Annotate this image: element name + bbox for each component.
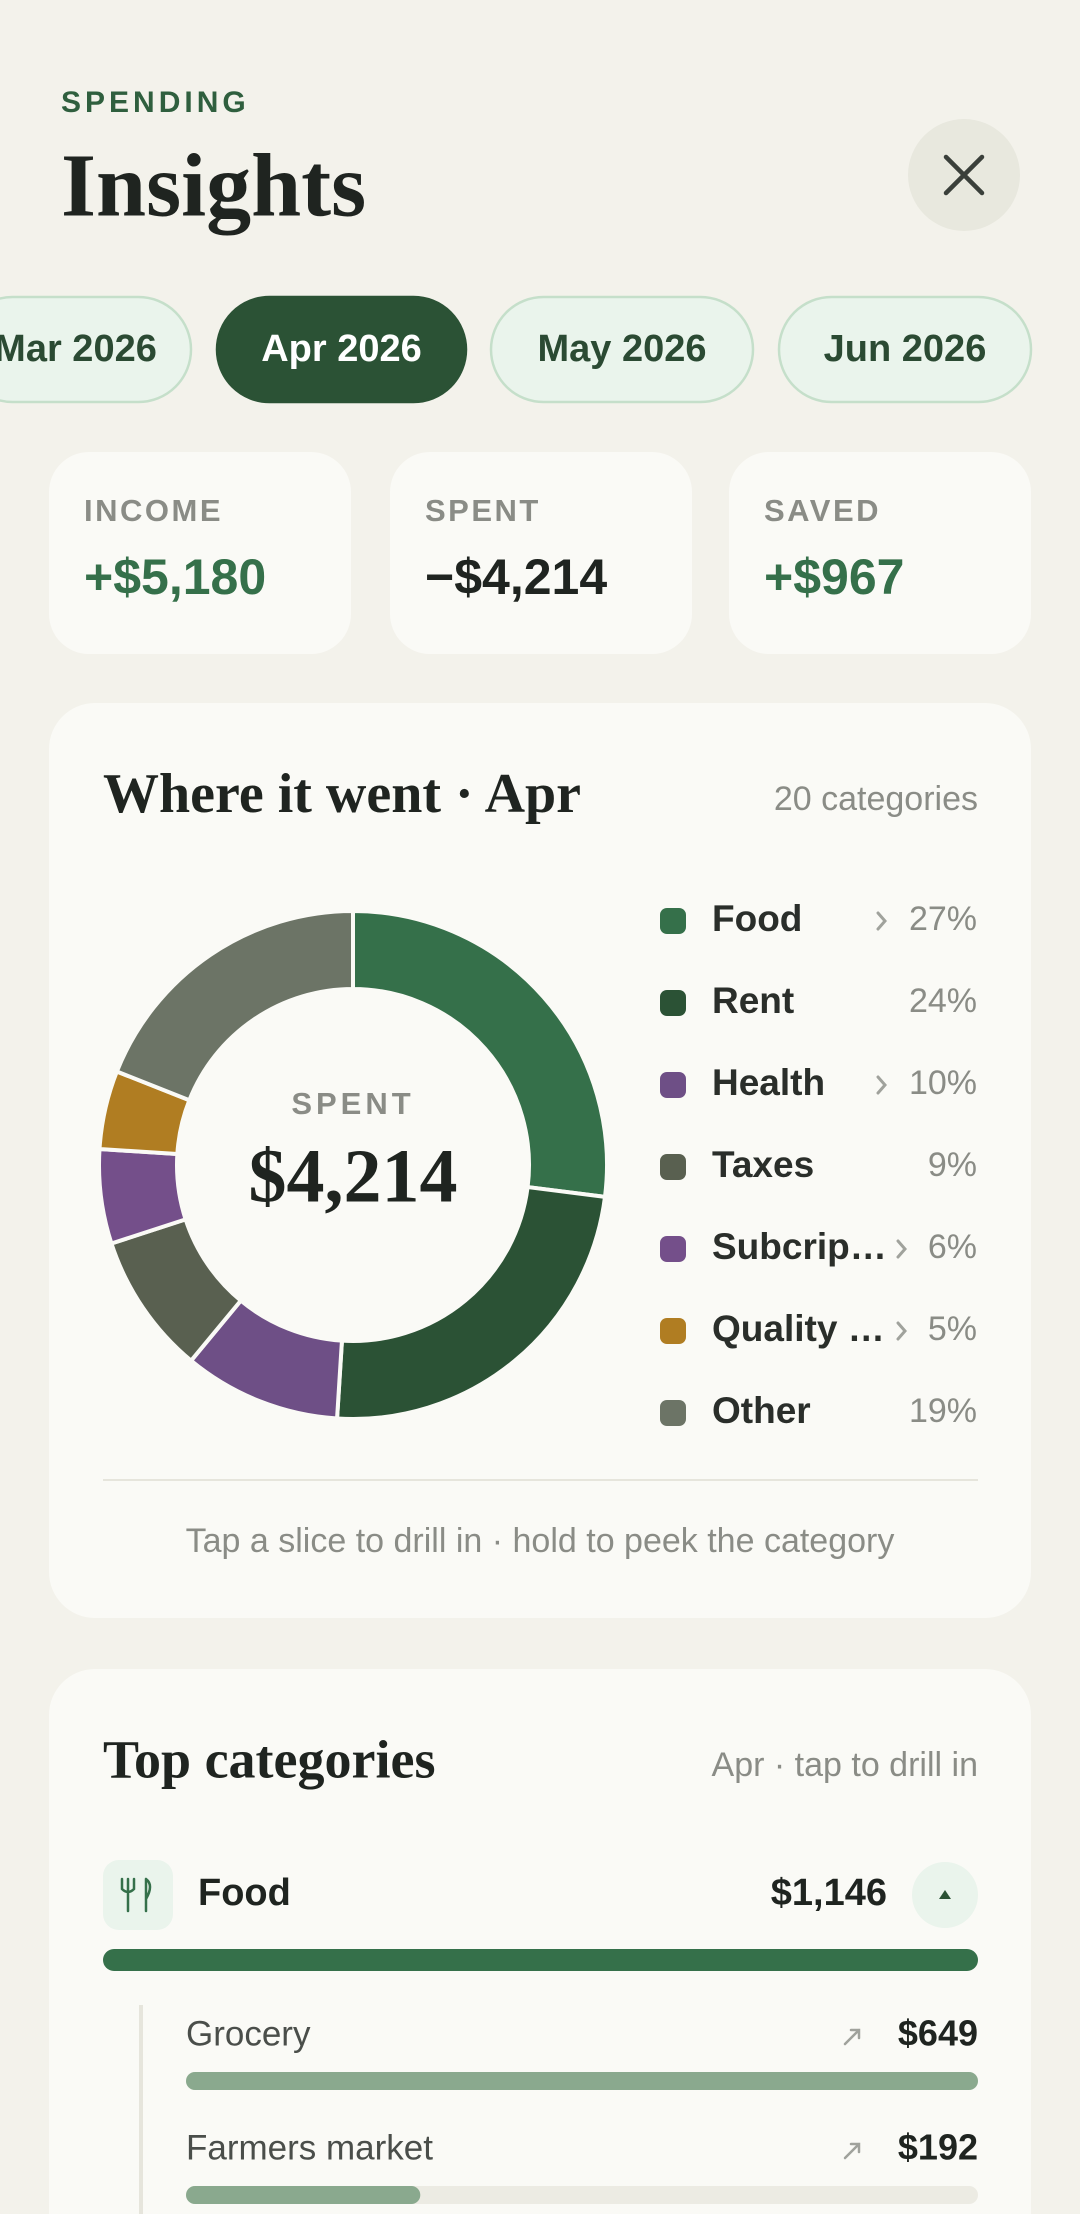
legend-chevron[interactable] <box>896 1321 907 1341</box>
legend-name[interactable]: Subcrip… <box>712 1226 887 1267</box>
summary-label: SPENT <box>425 493 541 528</box>
summary-card <box>729 452 1031 654</box>
legend-name[interactable]: Quality … <box>712 1308 885 1349</box>
month-pill-label[interactable]: Jun 2026 <box>824 328 987 370</box>
month-pill[interactable] <box>215 295 468 404</box>
eyebrow: SPENDING <box>61 86 250 119</box>
summary-label: SAVED <box>764 493 881 528</box>
top-categories-title: Top categories <box>103 1729 435 1789</box>
donut-slice[interactable] <box>114 908 355 1103</box>
subcategory-bar <box>186 2186 421 2204</box>
legend-percent[interactable]: 6% <box>928 1228 977 1266</box>
month-pill[interactable] <box>0 295 193 404</box>
summary-value: −$4,214 <box>425 549 607 605</box>
subcategory-amount[interactable]: $649 <box>898 2013 978 2054</box>
subcategory-name[interactable]: Farmers market <box>186 2128 433 2167</box>
month-pill-label[interactable]: May 2026 <box>537 328 706 370</box>
legend-percent[interactable]: 27% <box>909 900 977 938</box>
category-bar <box>103 1949 978 1971</box>
donut-center-value: $4,214 <box>249 1134 458 1218</box>
summary-card <box>390 452 692 654</box>
close-icon[interactable] <box>943 154 985 196</box>
subcategory-amount[interactable]: $192 <box>898 2127 978 2168</box>
category-name[interactable]: Food <box>198 1872 291 1914</box>
subcategory-arrow[interactable] <box>843 2028 861 2046</box>
legend-swatch[interactable] <box>660 1236 686 1262</box>
donut-slice[interactable] <box>351 908 609 1200</box>
close-button[interactable] <box>908 119 1020 231</box>
legend-swatch[interactable] <box>660 1400 686 1426</box>
category-amount[interactable]: $1,146 <box>771 1872 887 1914</box>
summary-label: INCOME <box>84 493 223 528</box>
legend-percent[interactable]: 9% <box>928 1146 977 1184</box>
legend-chevron[interactable] <box>876 911 887 931</box>
legend-percent[interactable]: 19% <box>909 1392 977 1430</box>
legend-name[interactable]: Health <box>712 1062 825 1103</box>
legend-swatch[interactable] <box>660 1318 686 1344</box>
category-icon-bg[interactable] <box>103 1860 173 1930</box>
month-pill-label[interactable]: Mar 2026 <box>0 328 157 370</box>
summary-value: +$967 <box>764 549 904 605</box>
page-title: Insights <box>61 137 366 236</box>
breakdown-title: Where it went · Apr <box>103 763 581 825</box>
collapse-caret[interactable] <box>939 1890 951 1899</box>
summary-value: +$5,180 <box>84 549 266 605</box>
legend-percent[interactable]: 10% <box>909 1064 977 1102</box>
breakdown-footer: Tap a slice to drill in · hold to peek t… <box>186 1522 895 1560</box>
summary-card <box>49 452 351 654</box>
donut-center-label: SPENT <box>291 1086 414 1121</box>
legend-name[interactable]: Other <box>712 1390 811 1431</box>
legend-swatch[interactable] <box>660 1154 686 1180</box>
legend-swatch[interactable] <box>660 990 686 1016</box>
month-pill-label[interactable]: Apr 2026 <box>261 328 422 370</box>
month-pill[interactable] <box>777 295 1033 404</box>
legend-chevron[interactable] <box>896 1239 907 1259</box>
legend-swatch[interactable] <box>660 1072 686 1098</box>
legend-name[interactable]: Rent <box>712 980 794 1021</box>
legend-chevron[interactable] <box>876 1075 887 1095</box>
legend-percent[interactable]: 5% <box>928 1310 977 1348</box>
legend-name[interactable]: Taxes <box>712 1144 814 1185</box>
top-categories-meta: Apr · tap to drill in <box>712 1746 978 1784</box>
legend-name[interactable]: Food <box>712 898 802 939</box>
month-pill[interactable] <box>489 295 755 404</box>
legend-swatch[interactable] <box>660 908 686 934</box>
subcategory-name[interactable]: Grocery <box>186 2014 311 2053</box>
category-icon[interactable] <box>120 1877 152 1913</box>
subcategory-arrow[interactable] <box>843 2142 861 2160</box>
subcategory-bar <box>186 2072 978 2090</box>
breakdown-meta: 20 categories <box>774 780 978 818</box>
legend-percent[interactable]: 24% <box>909 982 977 1020</box>
